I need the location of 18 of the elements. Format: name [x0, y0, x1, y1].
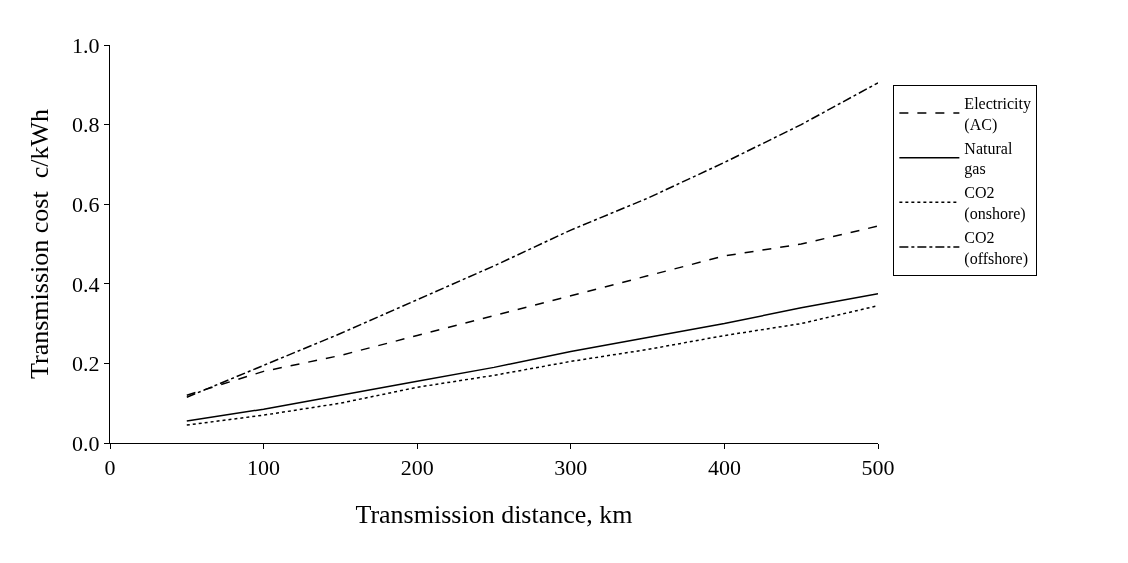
x-tick-label: 400 — [707, 455, 741, 481]
y-tick-label: 1.0 — [72, 32, 100, 58]
legend-label: Natural gas — [964, 139, 1013, 179]
y-tick-label: 0.2 — [72, 351, 100, 377]
x-tick-label: 500 — [861, 455, 895, 481]
y-tick-label: 0.4 — [72, 271, 100, 297]
x-tick-label: 300 — [554, 455, 588, 481]
legend-label: CO2 (onshore) — [964, 184, 1026, 223]
legend-label: CO2 (offshore) — [964, 228, 1029, 268]
x-tick-label: 100 — [247, 455, 281, 481]
y-tick-label: 0.0 — [72, 430, 100, 456]
x-tick-label: 0 — [104, 455, 116, 481]
y-tick-label: 0.6 — [72, 191, 100, 217]
y-tick-label: 0.8 — [72, 112, 100, 138]
x-axis-title: Transmission distance, km — [355, 500, 633, 530]
legend-label: Electricity (AC) — [964, 94, 1031, 134]
y-axis-title: Transmission cost c/kWh — [25, 109, 55, 379]
x-tick-label: 200 — [400, 455, 434, 481]
